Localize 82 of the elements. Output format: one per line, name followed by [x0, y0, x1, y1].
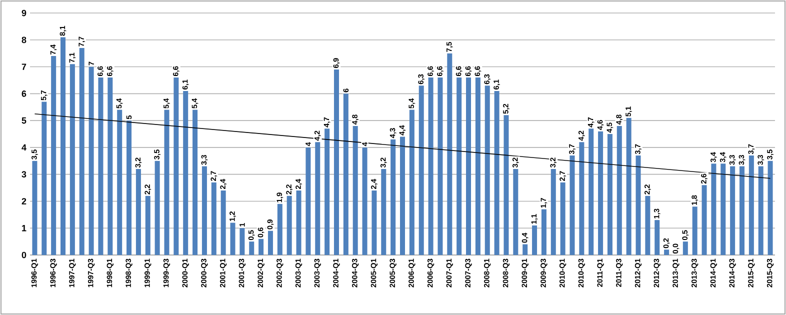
bar	[570, 156, 575, 255]
bar	[126, 120, 132, 255]
bar	[711, 164, 716, 255]
bar	[494, 90, 500, 255]
bar	[98, 78, 104, 255]
bar	[136, 168, 141, 255]
bar	[418, 86, 424, 255]
bar	[145, 196, 150, 255]
bar	[626, 118, 632, 255]
bar	[192, 110, 198, 255]
y-tick-label: 9	[22, 10, 26, 16]
bar	[334, 69, 339, 255]
bar	[154, 160, 160, 255]
bar	[645, 196, 650, 255]
bar	[164, 110, 170, 255]
bar	[306, 147, 311, 255]
bar	[60, 37, 66, 255]
bar	[438, 78, 443, 255]
bar	[513, 168, 518, 255]
bar	[258, 238, 264, 255]
bar	[315, 142, 320, 255]
bar	[51, 56, 56, 255]
bar	[79, 48, 84, 255]
bar	[362, 147, 368, 255]
y-tick-label: 3	[22, 171, 26, 178]
bar	[240, 228, 245, 255]
bar	[390, 139, 396, 255]
y-tick-label: 7	[22, 64, 26, 70]
bar	[343, 94, 348, 255]
bar	[730, 166, 736, 255]
bar	[616, 126, 622, 255]
bar	[400, 136, 405, 255]
bar	[588, 128, 594, 255]
bar	[409, 110, 414, 255]
bar	[372, 190, 377, 255]
bar	[607, 134, 612, 255]
bar	[654, 220, 660, 255]
bar	[32, 160, 38, 255]
bar	[456, 78, 462, 255]
bar	[428, 78, 434, 255]
bar	[748, 156, 754, 255]
bar	[88, 66, 94, 255]
bar	[249, 242, 254, 255]
bar	[682, 242, 688, 255]
bar	[183, 90, 188, 255]
bar	[447, 53, 452, 255]
bar	[475, 78, 480, 255]
bar	[117, 110, 122, 255]
bar	[174, 78, 179, 255]
bar	[692, 206, 698, 255]
bar	[230, 222, 236, 255]
bar	[220, 190, 226, 255]
bar	[550, 168, 556, 255]
bar	[108, 78, 113, 255]
bar	[768, 160, 773, 255]
bar	[296, 190, 302, 255]
y-tick-label: 4	[22, 144, 26, 151]
bar	[739, 166, 744, 255]
bar	[579, 142, 584, 255]
y-tick-label: 8	[22, 36, 26, 44]
bar	[664, 250, 670, 255]
bar	[484, 86, 490, 255]
bar	[466, 78, 472, 255]
bar	[202, 166, 207, 255]
y-tick-label: 5	[22, 117, 26, 124]
bar	[286, 196, 292, 255]
y-tick-label: 1	[22, 225, 26, 232]
y-tick-label: 2	[22, 198, 26, 204]
bar	[352, 126, 358, 255]
y-tick-label: 0	[22, 252, 26, 258]
bar	[636, 156, 641, 255]
bar	[381, 168, 386, 255]
bar	[70, 64, 75, 255]
bar	[504, 115, 509, 255]
bar	[324, 128, 330, 255]
y-tick-label: 6	[22, 90, 26, 97]
bar	[758, 166, 764, 255]
bar	[702, 185, 707, 255]
bar	[522, 244, 528, 255]
bar	[532, 225, 538, 255]
bar	[598, 131, 604, 255]
bar	[720, 164, 726, 255]
